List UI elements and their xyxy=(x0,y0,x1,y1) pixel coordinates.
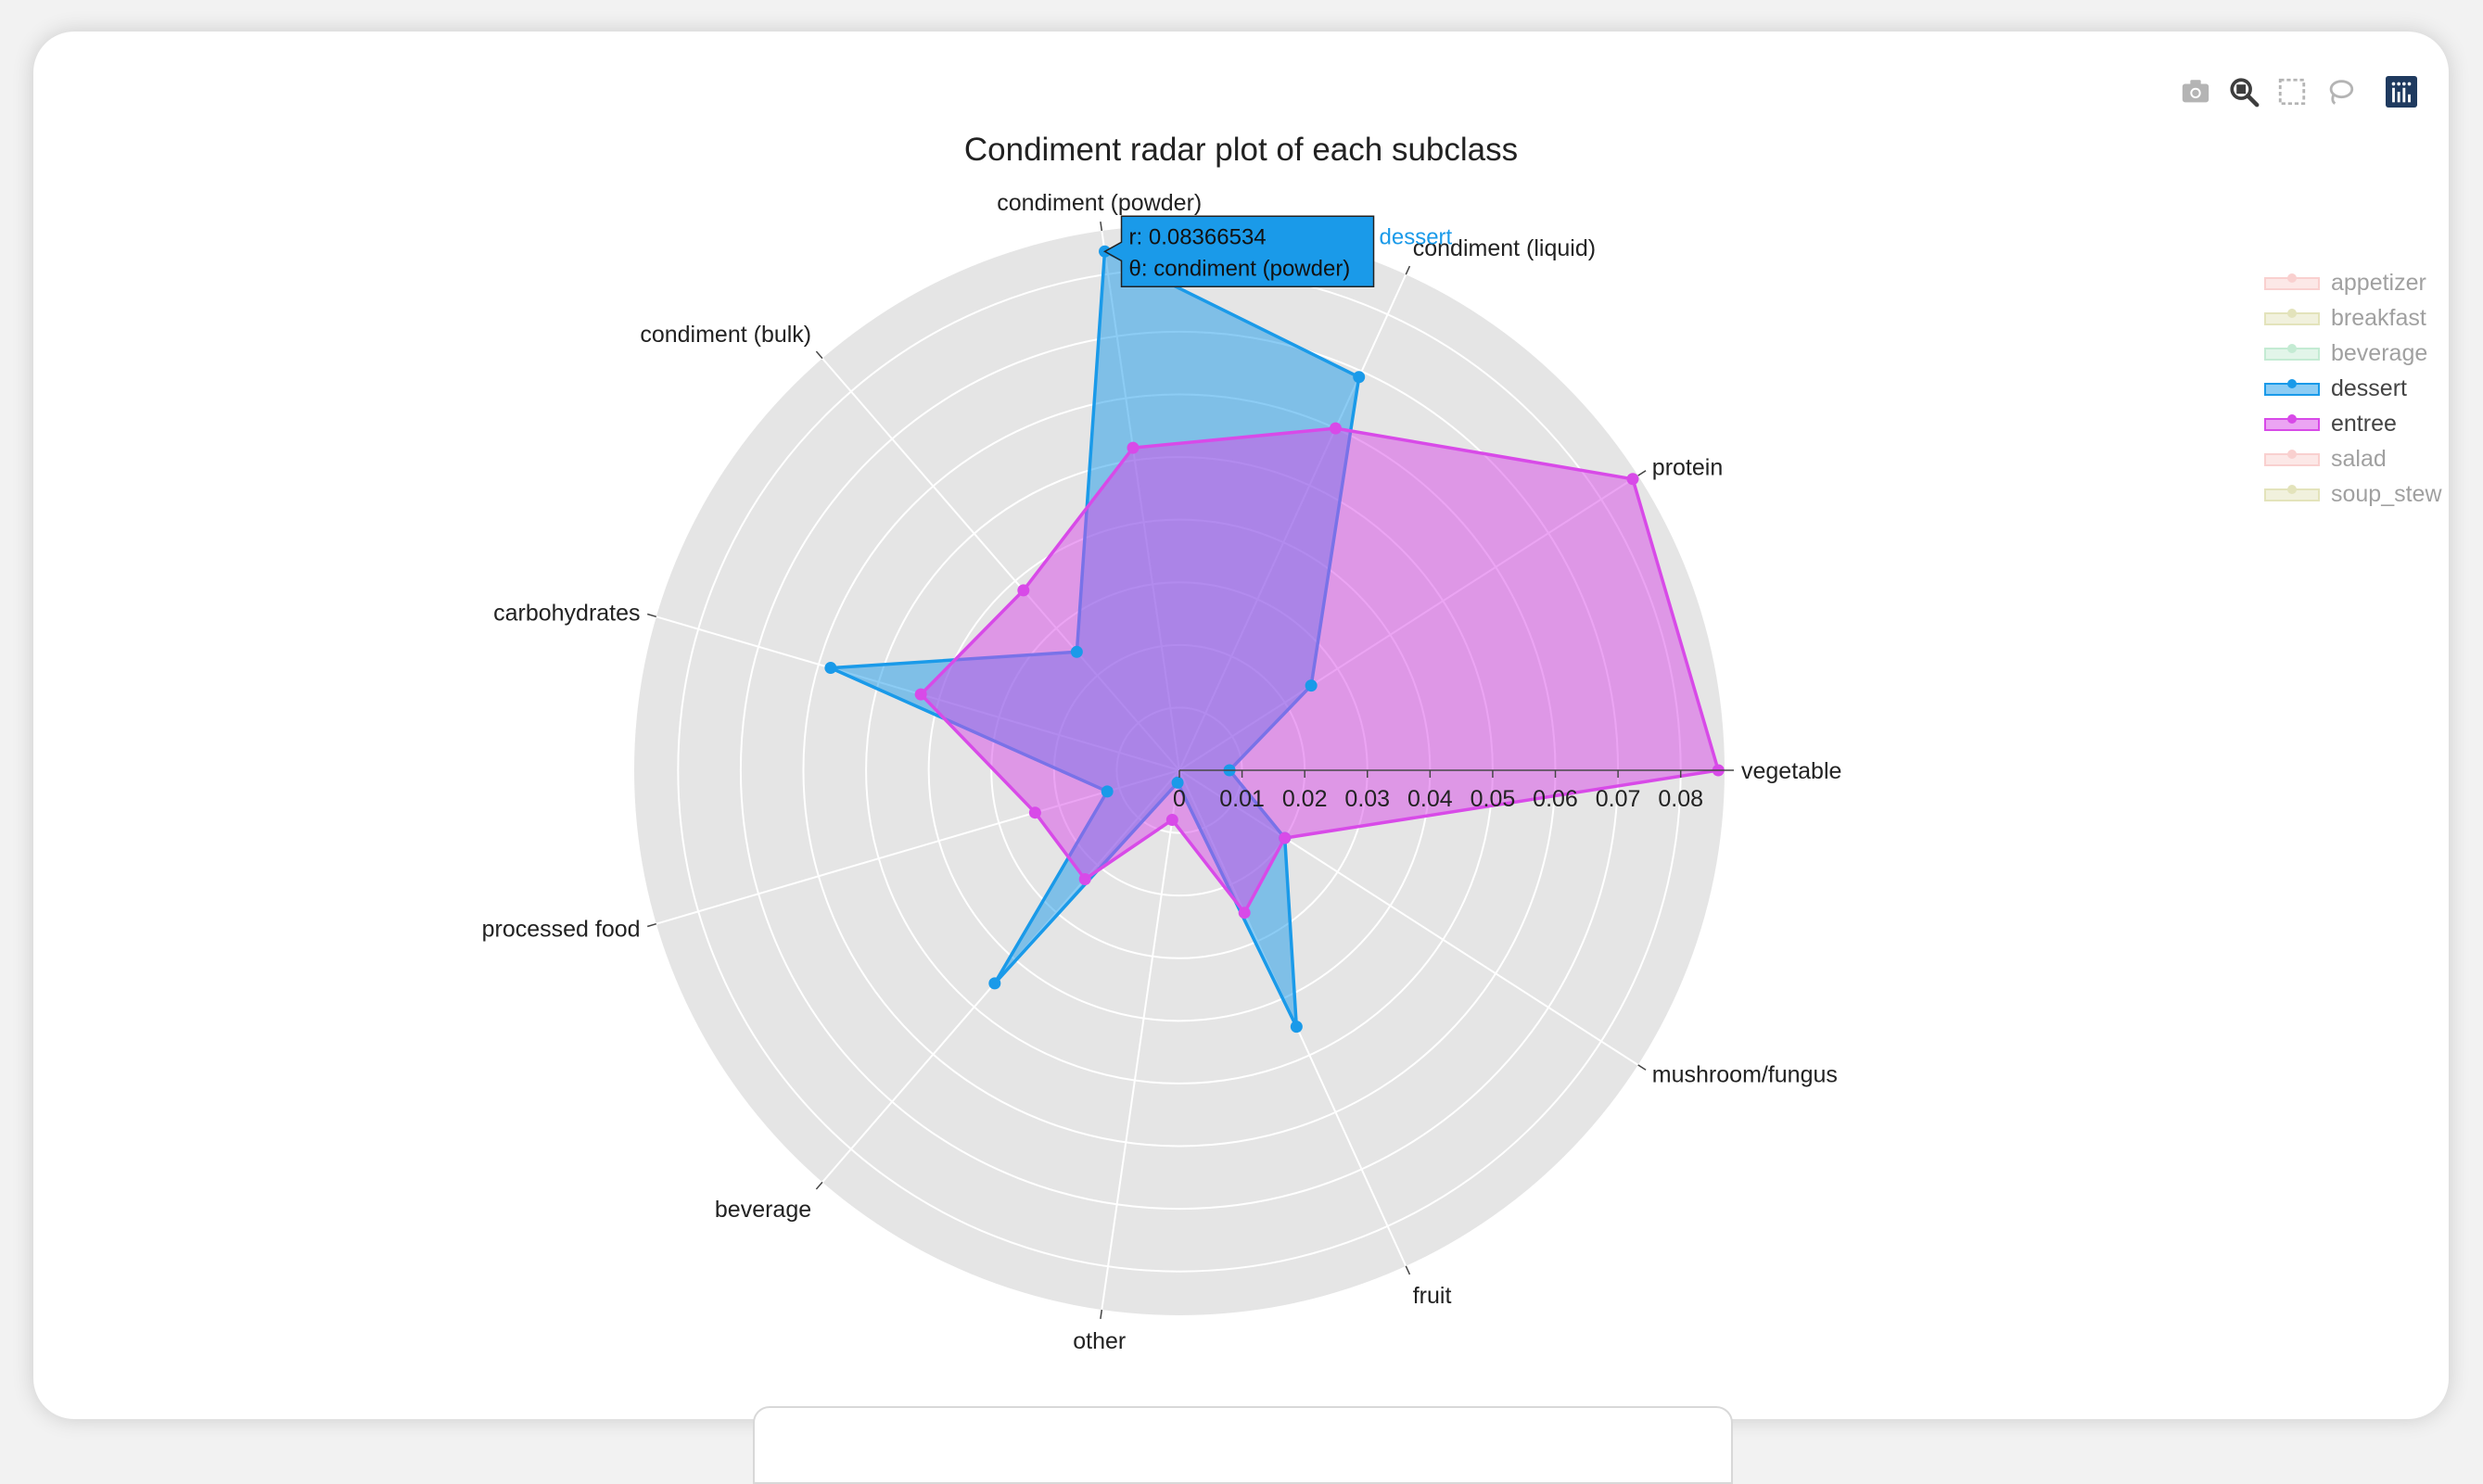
legend-swatch xyxy=(2264,379,2320,396)
legend-label: soup_stew xyxy=(2331,480,2442,507)
box-select-icon[interactable] xyxy=(2274,74,2310,109)
data-point-dessert[interactable] xyxy=(824,662,837,675)
category-label: processed food xyxy=(482,917,641,943)
data-point-entree[interactable] xyxy=(1238,907,1251,920)
radial-tick-label: 0.03 xyxy=(1344,786,1390,812)
legend-swatch xyxy=(2264,344,2320,361)
angular-spoke xyxy=(1101,769,1180,1311)
legend-item-entree[interactable]: entree xyxy=(2264,406,2442,441)
data-point-dessert[interactable] xyxy=(1305,679,1318,692)
legend-swatch xyxy=(2264,309,2320,325)
data-point-dessert[interactable] xyxy=(1070,645,1083,658)
series-area-entree[interactable] xyxy=(919,426,1720,915)
legend-item-soup_stew[interactable]: soup_stew xyxy=(2264,476,2442,512)
data-point-entree[interactable] xyxy=(1626,473,1639,486)
data-point-entree[interactable] xyxy=(914,688,927,701)
legend-label: dessert xyxy=(2331,374,2407,401)
legend-label: appetizer xyxy=(2331,269,2426,296)
category-label: beverage xyxy=(715,1197,811,1223)
legend-label: beverage xyxy=(2331,339,2428,366)
radial-tick-label: 0.08 xyxy=(1658,786,1703,812)
legend-label: breakfast xyxy=(2331,304,2426,331)
tooltip-theta-text: θ: condiment (powder) xyxy=(1129,256,1351,281)
radial-tick-label: 0.05 xyxy=(1471,786,1516,812)
radial-tick-label: 0.01 xyxy=(1219,786,1265,812)
angular-tick-mark xyxy=(1405,265,1411,275)
data-point-entree[interactable] xyxy=(1165,814,1178,827)
angular-tick-mark xyxy=(1637,470,1647,476)
category-label: mushroom/fungus xyxy=(1652,1062,1838,1088)
data-point-dessert[interactable] xyxy=(1101,785,1114,798)
radial-tick-label: 0.02 xyxy=(1282,786,1328,812)
hover-tooltip: r: 0.08366534 θ: condiment (powder) desser… xyxy=(1102,215,1453,288)
angular-tick-mark xyxy=(815,350,823,360)
category-label: condiment (bulk) xyxy=(640,322,811,348)
category-label: condiment (liquid) xyxy=(1413,235,1596,261)
lasso-icon[interactable] xyxy=(2323,74,2358,109)
category-label: fruit xyxy=(1413,1283,1452,1309)
data-point-dessert[interactable] xyxy=(1353,371,1366,384)
radial-tick-label: 0 xyxy=(1173,786,1186,812)
chart-title: Condiment radar plot of each subclass xyxy=(963,132,1519,168)
tooltip-series-name: dessert xyxy=(1380,224,1453,249)
legend-label: entree xyxy=(2331,410,2397,437)
bottom-panel-tab xyxy=(753,1406,1733,1484)
legend-label: salad xyxy=(2331,445,2387,472)
legend-swatch xyxy=(2264,414,2320,431)
legend-item-salad[interactable]: salad xyxy=(2264,441,2442,476)
data-point-dessert[interactable] xyxy=(1171,776,1184,789)
data-point-entree[interactable] xyxy=(1329,422,1342,435)
legend-swatch xyxy=(2264,273,2320,290)
modebar xyxy=(2178,74,2419,109)
legend: appetizer breakfast beverage dessert entree s… xyxy=(2264,265,2442,512)
data-point-entree[interactable] xyxy=(1279,831,1292,844)
tooltip-r-text: r: 0.08366534 xyxy=(1129,224,1267,249)
radial-tick-label: 0.07 xyxy=(1596,786,1641,812)
category-label: carbohydrates xyxy=(493,600,640,626)
legend-item-beverage[interactable]: beverage xyxy=(2264,336,2442,371)
legend-item-appetizer[interactable]: appetizer xyxy=(2264,265,2442,300)
data-point-dessert[interactable] xyxy=(988,977,1001,990)
angular-tick-mark xyxy=(815,1181,823,1190)
angular-tick-mark xyxy=(647,613,657,618)
category-label: condiment (powder) xyxy=(997,190,1202,216)
legend-item-dessert[interactable]: dessert xyxy=(2264,371,2442,406)
plotly-logo-icon[interactable] xyxy=(2384,74,2419,109)
camera-icon[interactable] xyxy=(2178,74,2213,109)
data-point-entree[interactable] xyxy=(1028,806,1041,819)
zoom-icon[interactable] xyxy=(2226,74,2261,109)
category-label: other xyxy=(1073,1328,1126,1354)
radial-tick-label: 0.06 xyxy=(1533,786,1578,812)
data-point-entree[interactable] xyxy=(1127,441,1140,454)
angular-tick-mark xyxy=(1637,1064,1647,1071)
data-point-entree[interactable] xyxy=(1078,872,1091,885)
legend-swatch xyxy=(2264,485,2320,501)
category-label: vegetable xyxy=(1741,758,1841,784)
angular-tick-mark xyxy=(647,922,657,928)
radial-tick-label: 0.04 xyxy=(1407,786,1453,812)
angular-tick-mark xyxy=(1405,1265,1411,1275)
legend-swatch xyxy=(2264,450,2320,466)
legend-item-breakfast[interactable]: breakfast xyxy=(2264,300,2442,336)
category-label: protein xyxy=(1652,454,1723,480)
data-point-entree[interactable] xyxy=(1017,584,1030,597)
data-point-dessert[interactable] xyxy=(1290,1021,1303,1034)
radar-chart[interactable]: 0 0.01 0.02 0.03 0.04 0.05 0.06 0.07 0.08 vegetab… xyxy=(0,0,2483,1453)
